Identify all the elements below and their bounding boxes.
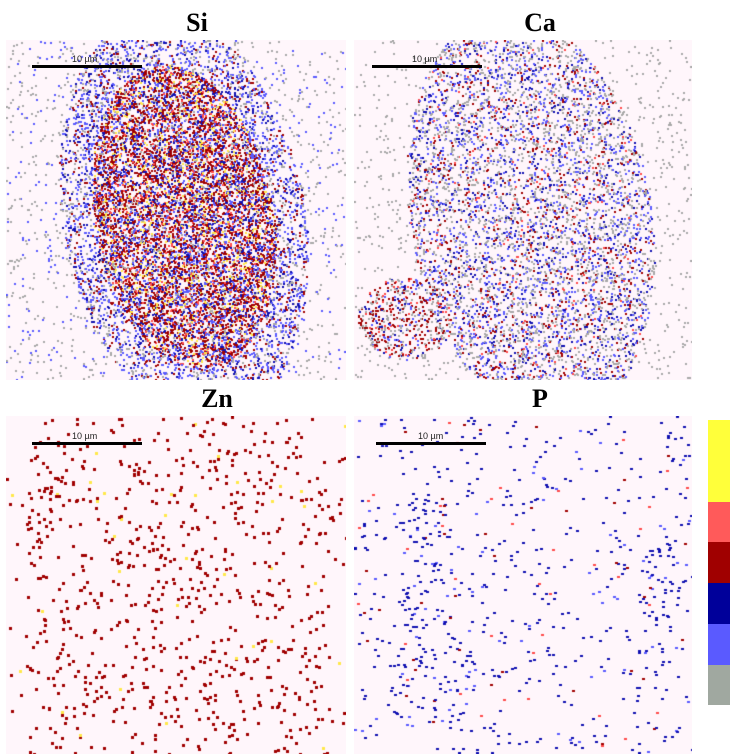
scale-label: 10 µm bbox=[72, 431, 98, 441]
si-dot-map bbox=[6, 40, 346, 380]
color-scale-segment bbox=[708, 460, 730, 502]
element-map-si: 10 µm bbox=[6, 40, 346, 380]
ca-dot-map bbox=[354, 40, 692, 380]
element-map-p: 10 µm bbox=[354, 416, 692, 754]
color-scale-segment bbox=[708, 501, 730, 543]
scale-bar bbox=[372, 65, 482, 68]
scale-label: 10 µm bbox=[418, 431, 444, 441]
color-scale-segment bbox=[708, 623, 730, 665]
color-scale-segment bbox=[708, 420, 730, 461]
scale-bar bbox=[32, 442, 142, 445]
scale-bar bbox=[32, 65, 142, 68]
scale-label: 10 µm bbox=[412, 54, 438, 64]
color-scale-segment bbox=[708, 583, 730, 624]
intensity-color-scale bbox=[708, 420, 730, 746]
color-scale-segment bbox=[708, 542, 730, 583]
panel-title-p: P bbox=[532, 384, 548, 413]
element-map-ca: 10 µm bbox=[354, 40, 692, 380]
panel-title-si: Si bbox=[186, 8, 208, 37]
color-scale-segment bbox=[708, 705, 730, 746]
zn-dot-map bbox=[6, 416, 346, 754]
scale-label: 10 µm bbox=[72, 54, 98, 64]
color-scale-segment bbox=[708, 664, 730, 706]
element-map-zn: 10 µm bbox=[6, 416, 346, 754]
scale-bar bbox=[376, 442, 486, 445]
p-dot-map bbox=[354, 416, 692, 754]
panel-title-zn: Zn bbox=[201, 384, 233, 413]
panel-title-ca: Ca bbox=[524, 8, 556, 37]
